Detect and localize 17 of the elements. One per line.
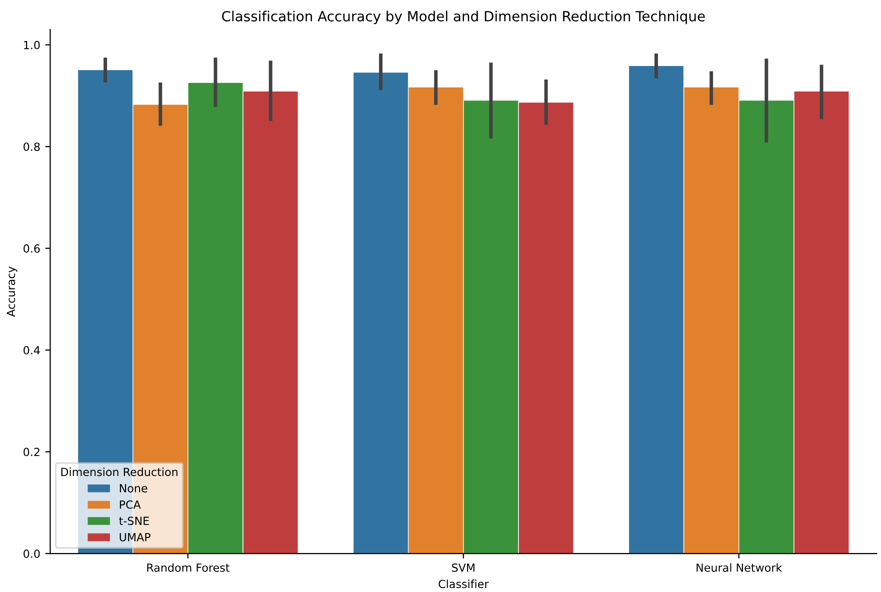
y-tick-label: 0.2 xyxy=(24,448,40,456)
legend-label: None xyxy=(120,484,148,492)
y-tick-label: 1.0 xyxy=(24,40,40,50)
x-tick-label: Neural Network xyxy=(696,563,782,572)
y-axis-title: Accuracy xyxy=(6,266,18,317)
y-tick-label: 0.6 xyxy=(24,244,40,253)
legend-label: UMAP xyxy=(120,533,150,542)
chart-title: Classification Accuracy by Model and Dimension Reduction Technique xyxy=(222,10,705,24)
x-axis-title: Classifier xyxy=(438,580,489,588)
y-tick-label: 0.8 xyxy=(24,142,40,151)
legend-label: t-SNE xyxy=(119,516,149,526)
legend-label: PCA xyxy=(120,500,141,509)
x-tick-label: SVM xyxy=(452,563,474,572)
x-tick-label: Random Forest xyxy=(147,563,230,572)
legend-title: Dimension Reduction xyxy=(61,468,178,476)
y-tick-label: 0.4 xyxy=(24,346,40,354)
y-tick-label: 0.0 xyxy=(24,549,40,558)
